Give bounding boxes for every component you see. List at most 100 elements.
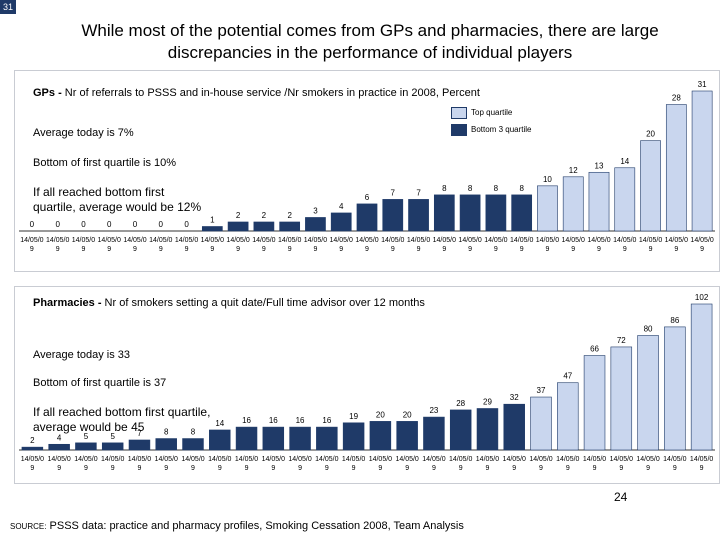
slide-number: 31 <box>0 0 16 14</box>
pharmacy-header-bold: Pharmacies - <box>33 297 105 309</box>
title-line-2: discrepancies in the performance of indi… <box>167 43 573 62</box>
pharmacy-chart-header: Pharmacies - Nr of smokers setting a qui… <box>33 297 425 309</box>
pharmacy-chart-panel: Pharmacies - Nr of smokers setting a qui… <box>14 286 720 484</box>
bar-value-label: 37 <box>537 386 546 395</box>
bar-value-label: 19 <box>349 412 358 421</box>
x-tick-label: 14/05/0 <box>663 456 686 463</box>
bar <box>128 439 151 451</box>
x-tick-label: 14/05/0 <box>74 456 97 463</box>
bar <box>356 203 378 232</box>
x-tick-label: 14/05/0 <box>536 237 559 244</box>
x-tick-label: 9 <box>405 465 409 472</box>
bar-value-label: 12 <box>569 166 578 175</box>
bar-value-label: 5 <box>110 432 115 441</box>
x-tick-label: 9 <box>432 465 436 472</box>
x-tick-label: 14/05/0 <box>128 456 151 463</box>
bar <box>588 171 610 232</box>
legend-top-quartile-swatch <box>451 107 467 119</box>
x-tick-label: 14/05/0 <box>101 456 124 463</box>
x-tick-label: 9 <box>107 246 111 253</box>
bar-value-label: 2 <box>236 211 241 220</box>
x-tick-label: 9 <box>298 465 302 472</box>
x-tick-label: 14/05/0 <box>381 237 404 244</box>
x-tick-label: 14/05/0 <box>503 456 526 463</box>
x-tick-label: 9 <box>210 246 214 253</box>
bar-value-label: 14 <box>215 419 224 428</box>
bar <box>227 221 249 232</box>
bar-value-label: 16 <box>242 416 251 425</box>
x-tick-label: 9 <box>539 465 543 472</box>
gp-average-note: Average today is 7% <box>33 127 134 139</box>
bar <box>562 176 584 232</box>
bar <box>690 303 713 451</box>
bar-value-label: 7 <box>137 429 142 438</box>
bar-value-label: 16 <box>269 416 278 425</box>
bar-value-label: 2 <box>30 436 35 445</box>
x-tick-label: 9 <box>512 465 516 472</box>
x-tick-label: 9 <box>81 246 85 253</box>
x-tick-label: 14/05/0 <box>510 237 533 244</box>
bar <box>476 408 499 451</box>
bar <box>48 443 70 451</box>
x-tick-label: 14/05/0 <box>47 456 70 463</box>
x-tick-label: 14/05/0 <box>46 237 69 244</box>
bar-value-label: 8 <box>191 428 196 437</box>
x-tick-label: 9 <box>494 246 498 253</box>
x-tick-label: 14/05/0 <box>665 237 688 244</box>
gp-reach-note: If all reached bottom first quartile, av… <box>33 185 201 215</box>
x-tick-label: 9 <box>30 246 34 253</box>
x-tick-label: 14/05/0 <box>690 237 713 244</box>
x-tick-label: 9 <box>218 465 222 472</box>
bar <box>449 409 472 451</box>
bar <box>537 185 558 232</box>
x-tick-label: 14/05/0 <box>235 456 258 463</box>
bar-value-label: 16 <box>322 416 331 425</box>
bar <box>21 446 44 451</box>
bar <box>614 167 636 232</box>
x-tick-label: 9 <box>566 465 570 472</box>
bar <box>262 426 285 451</box>
bar-value-label: 7 <box>416 188 421 197</box>
x-tick-label: 14/05/0 <box>407 237 430 244</box>
x-tick-label: 9 <box>597 246 601 253</box>
x-tick-label: 9 <box>593 465 597 472</box>
x-tick-label: 14/05/0 <box>304 237 327 244</box>
bar-value-label: 6 <box>365 193 370 202</box>
x-tick-label: 14/05/0 <box>476 456 499 463</box>
gp-chart-header: GPs - Nr of referrals to PSSS and in-hou… <box>33 87 480 99</box>
bar <box>637 335 659 451</box>
bar-value-label: 16 <box>296 416 305 425</box>
x-tick-label: 9 <box>191 465 195 472</box>
bar <box>155 438 177 451</box>
x-tick-label: 9 <box>365 246 369 253</box>
bar-value-label: 8 <box>442 184 447 193</box>
x-tick-label: 14/05/0 <box>123 237 146 244</box>
bar-value-label: 20 <box>646 130 655 139</box>
x-tick-label: 9 <box>236 246 240 253</box>
x-tick-label: 14/05/0 <box>610 456 633 463</box>
bar <box>209 429 231 451</box>
x-tick-label: 14/05/0 <box>252 237 275 244</box>
x-tick-label: 9 <box>313 246 317 253</box>
x-tick-label: 14/05/0 <box>556 456 579 463</box>
x-tick-label: 14/05/0 <box>449 456 472 463</box>
x-tick-label: 9 <box>57 465 61 472</box>
bar-value-label: 0 <box>107 220 112 229</box>
legend-bottom-quartile-label: Bottom 3 quartile <box>471 125 532 134</box>
bar <box>75 442 97 451</box>
x-tick-label: 9 <box>271 465 275 472</box>
title-line-1: While most of the potential comes from G… <box>81 21 659 40</box>
x-tick-label: 14/05/0 <box>208 456 231 463</box>
x-tick-label: 9 <box>571 246 575 253</box>
x-tick-label: 9 <box>700 246 704 253</box>
bar-value-label: 0 <box>81 220 86 229</box>
bar <box>530 396 552 451</box>
bar <box>511 194 533 232</box>
x-tick-label: 9 <box>262 246 266 253</box>
gp-header-bold: GPs - <box>33 87 65 99</box>
x-tick-label: 9 <box>486 465 490 472</box>
bar-value-label: 47 <box>563 372 572 381</box>
x-tick-label: 14/05/0 <box>369 456 392 463</box>
bar-value-label: 13 <box>595 161 604 170</box>
bar-value-label: 0 <box>159 220 164 229</box>
